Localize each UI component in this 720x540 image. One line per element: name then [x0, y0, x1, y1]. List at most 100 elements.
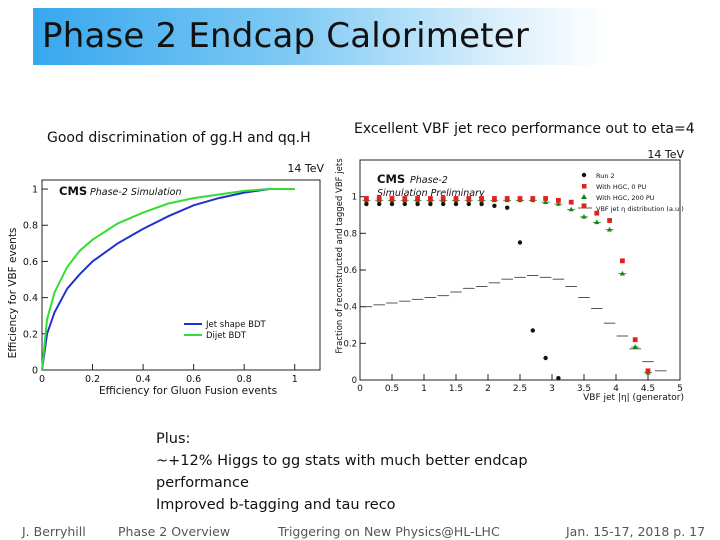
roc-legend-label-1: Jet shape BDT: [205, 320, 266, 330]
eta-hgc0-point: [479, 196, 484, 201]
roc-plot-frame: [41, 179, 321, 371]
roc-series-line-1: [41, 188, 295, 371]
eta-run2-point: [556, 375, 561, 381]
eta-run2-point: [364, 201, 369, 207]
footer-event: Triggering on New Physics@HL-LHC: [278, 524, 500, 539]
eta-hgc200-point: [555, 201, 561, 206]
roc-cms-label: CMS: [59, 184, 87, 198]
eta-y-tick-label: 0.6: [343, 266, 357, 276]
eta-x-axis-label: VBF jet |η| (generator): [583, 393, 684, 403]
eta-chart: Fraction of reconstructed and tagged VBF…: [335, 148, 684, 403]
roc-y-tick-label: 0.8: [23, 221, 38, 232]
eta-hgc0-point: [632, 337, 638, 343]
eta-hgc200-point: [607, 226, 613, 232]
eta-hgc0-point: [440, 196, 446, 201]
roc-y-tick-label: 0.4: [23, 293, 38, 304]
roc-y-axis-label: Efficiency for VBF events: [7, 228, 19, 359]
roc-y-tick-label: 1: [32, 185, 38, 196]
footer-date-page: Jan. 15-17, 2018 p. 17: [566, 524, 706, 539]
eta-run2-point: [517, 240, 523, 245]
title-band: [33, 8, 608, 65]
roc-x-tick-label: 0.2: [85, 374, 100, 385]
eta-y-tick-label: 0.8: [343, 229, 357, 239]
eta-hgc200-point: [619, 270, 625, 276]
eta-x-tick-label: 4.5: [641, 384, 655, 394]
eta-hgc0-point: [594, 210, 600, 216]
footer-section: Phase 2 Overview: [118, 524, 231, 539]
roc-y-tick-label: 0: [32, 366, 38, 377]
eta-run2-point: [389, 201, 395, 207]
roc-legend-label-2: Dijet BDT: [206, 331, 247, 341]
roc-series-line-2: [41, 188, 295, 371]
eta-hgc0-point: [389, 196, 395, 201]
eta-sublabel-1: Phase-2: [410, 175, 448, 186]
eta-hgc0-point: [556, 197, 561, 203]
eta-legend-label-2: With HGC, 0 PU: [596, 183, 647, 191]
eta-run2-point: [466, 201, 471, 207]
eta-run2-point: [543, 355, 548, 361]
eta-x-tick-label: 5: [677, 384, 683, 394]
eta-hgc0-point: [517, 196, 523, 201]
eta-x-tick-label: 3: [549, 384, 555, 394]
eta-run2-point: [453, 201, 459, 207]
eta-hgc0-point: [453, 196, 459, 201]
eta-run2-point: [441, 201, 446, 207]
eta-hgc0-point: [530, 196, 536, 201]
eta-x-tick-label: 0: [357, 384, 363, 394]
eta-y-tick-label: 0: [352, 376, 357, 386]
right-plot-caption: Excellent VBF jet reco performance out t…: [354, 121, 695, 137]
eta-run2-point: [492, 203, 497, 209]
eta-hgc0-point: [645, 368, 651, 374]
eta-legend-label-4: VBF jet η distribution (a.u.): [596, 205, 684, 213]
eta-x-tick-label: 3.5: [577, 384, 591, 394]
eta-hgc0-point: [466, 196, 472, 201]
plus-line-2: ~+12% Higgs to gg stats with much better…: [156, 453, 528, 469]
eta-energy-label: 14 TeV: [647, 148, 684, 161]
eta-hgc0-point: [492, 196, 497, 201]
roc-plot-panel: Efficiency for VBF events Efficiency for…: [2, 158, 330, 398]
roc-chart: Efficiency for VBF events Efficiency for…: [7, 162, 324, 397]
roc-x-tick-label: 1: [292, 374, 298, 385]
eta-run2-point: [505, 205, 510, 210]
roc-x-tick-label: 0.6: [186, 374, 201, 385]
eta-hgc0-point: [376, 196, 382, 201]
eta-legend-label-3: With HGC, 200 PU: [596, 194, 655, 202]
roc-y-tick-label: 0.2: [23, 329, 38, 340]
roc-y-tick-label: 0.6: [23, 257, 38, 268]
eta-hgc200-point: [568, 206, 574, 212]
eta-run2-point: [402, 201, 407, 207]
eta-sublabel-2: Simulation Preliminary: [377, 188, 485, 199]
eta-hgc0-point: [581, 203, 587, 209]
eta-x-tick-label: 2: [485, 384, 491, 394]
plus-line-1: Plus:: [156, 431, 191, 447]
eta-hgc200-point: [632, 344, 638, 349]
eta-plot-panel: Fraction of reconstructed and tagged VBF…: [332, 146, 688, 408]
eta-cms-label: CMS: [377, 172, 405, 186]
slide-title: Phase 2 Endcap Calorimeter: [42, 16, 530, 56]
eta-hgc0-point: [402, 196, 408, 201]
eta-x-tick-label: 1: [421, 384, 427, 394]
eta-hgc200-point: [543, 199, 549, 204]
roc-energy-label: 14 TeV: [287, 162, 324, 175]
roc-x-tick-label: 0.4: [136, 374, 151, 385]
eta-run2-point: [479, 201, 484, 207]
eta-y-axis-label: Fraction of reconstructed and tagged VBF…: [335, 158, 345, 354]
eta-hgc200-point: [594, 219, 600, 225]
eta-legend-marker-3: [581, 194, 587, 199]
eta-hgc0-point: [620, 258, 625, 264]
eta-y-tick-label: 0.4: [343, 303, 357, 313]
roc-x-tick-label: 0.8: [237, 374, 252, 385]
eta-y-tick-label: 1: [352, 193, 357, 203]
eta-hgc200-point: [581, 214, 587, 219]
eta-hgc0-point: [543, 196, 548, 201]
left-plot-caption: Good discrimination of gg.H and qq.H: [47, 130, 311, 146]
roc-x-tick-label: 0: [39, 374, 45, 385]
eta-legend-marker-2: [582, 184, 587, 189]
eta-x-tick-label: 0.5: [385, 384, 399, 394]
eta-run2-point: [428, 201, 433, 207]
eta-run2-point: [377, 201, 382, 207]
eta-hgc0-point: [428, 196, 433, 201]
plus-line-3: performance: [156, 475, 249, 491]
roc-sublabel: Phase-2 Simulation: [90, 187, 181, 198]
eta-x-tick-label: 1.5: [449, 384, 463, 394]
